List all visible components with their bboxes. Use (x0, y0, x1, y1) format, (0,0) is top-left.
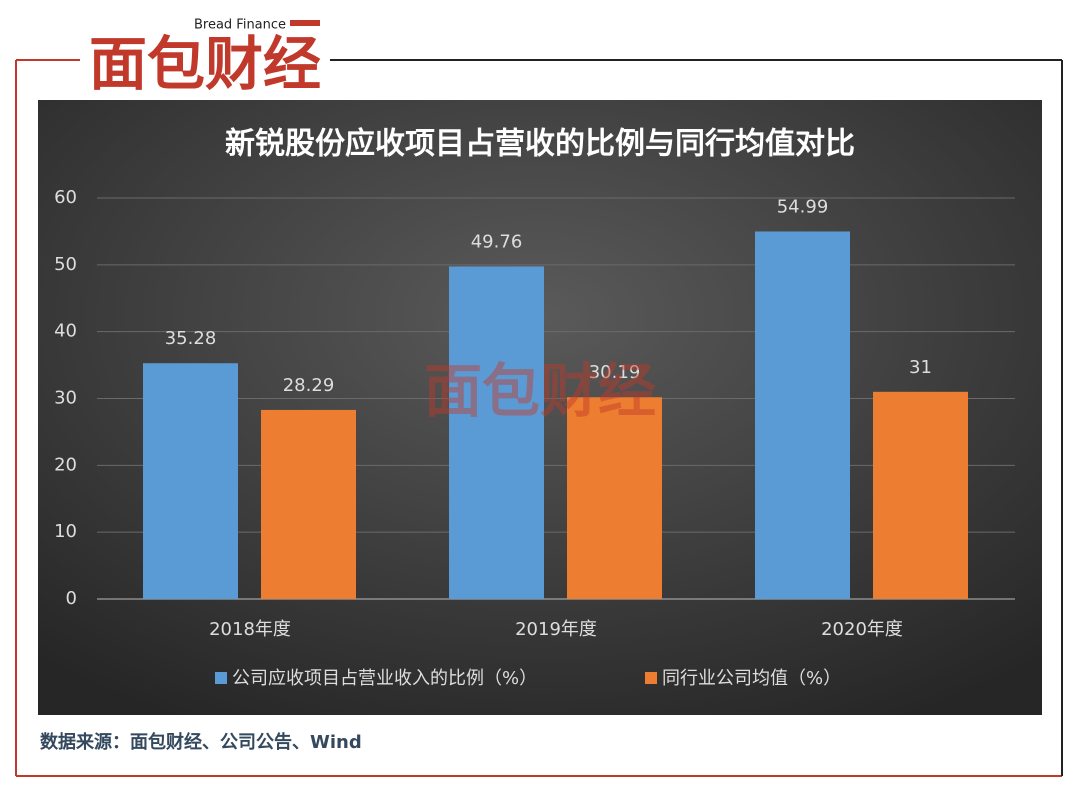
value-label: 35.28 (165, 328, 217, 349)
x-tick-label: 2020年度 (821, 619, 903, 640)
value-label: 49.76 (471, 231, 523, 252)
x-tick-label: 2018年度 (209, 619, 291, 640)
y-tick-label: 60 (54, 187, 77, 208)
y-tick-label: 40 (54, 321, 77, 342)
bar (143, 363, 238, 599)
bar (261, 409, 356, 599)
logo-tagline: Bread Finance (194, 18, 286, 33)
y-tick-label: 10 (54, 521, 77, 542)
value-label: 28.29 (283, 375, 335, 396)
logo-bg (80, 14, 330, 102)
bar (567, 397, 662, 599)
y-tick-label: 20 (54, 454, 77, 475)
value-label: 30.19 (589, 362, 641, 383)
source-note: 数据来源：面包财经、公司公告、Wind (40, 731, 362, 753)
bar (755, 231, 850, 599)
y-tick-label: 30 (54, 388, 77, 409)
logo-bar (290, 20, 320, 26)
y-tick-label: 0 (66, 588, 77, 609)
bar (449, 266, 544, 599)
plot: 0 10 20 30 40 50 60 2018年度 35.28 28.29 2019年度 49.76… (54, 187, 1015, 689)
y-tick-label: 50 (54, 254, 77, 275)
legend-label: 同行业公司均值（%） (662, 668, 841, 689)
value-label: 31 (909, 357, 932, 378)
logo-name: 面包财经 (89, 30, 321, 98)
legend-swatch (645, 672, 657, 684)
legend-swatch (215, 672, 227, 684)
x-tick-label: 2019年度 (515, 619, 597, 640)
value-label: 54.99 (777, 196, 829, 217)
bar (873, 391, 968, 599)
watermark: 面包财经 (424, 357, 656, 425)
chart-title: 新锐股份应收项目占营收的比例与同行均值对比 (225, 127, 855, 162)
legend-label: 公司应收项目占营业收入的比例（%） (232, 668, 537, 689)
